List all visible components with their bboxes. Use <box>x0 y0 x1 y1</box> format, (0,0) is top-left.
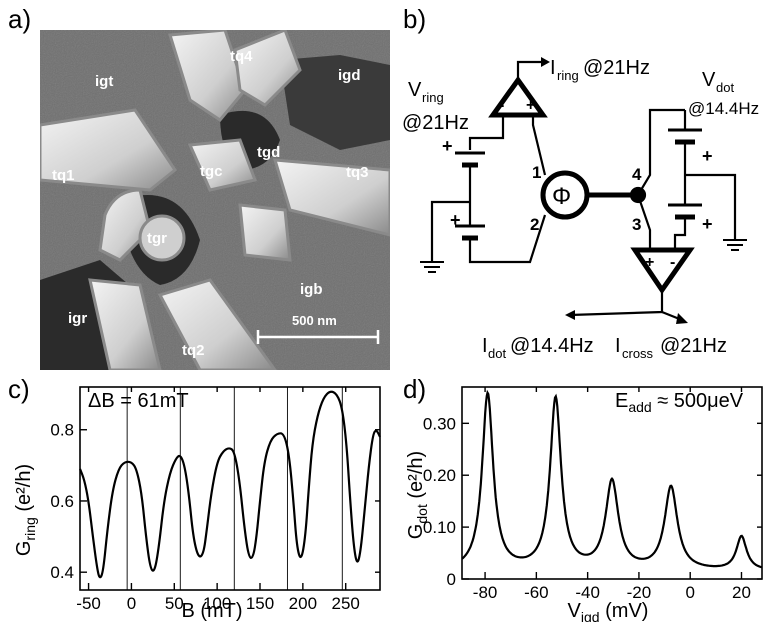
label-tq1: tq1 <box>52 167 75 184</box>
chart-c: -50 0 50 100 150 200 250 0.4 0.6 0.8 ΔB = 61mT B … <box>13 386 381 622</box>
label-tq3: tq3 <box>346 164 369 181</box>
ring-amp-minus: - <box>499 97 504 114</box>
chart-d-ytick-label: 0 <box>447 570 456 589</box>
i-cross-sub: cross <box>622 346 654 361</box>
i-dot-wire <box>569 290 664 317</box>
label-igb: igb <box>300 281 323 298</box>
chart-d-ylabel: Gdot (e²/h) <box>405 451 430 539</box>
chart-d-xtick-label: -60 <box>524 583 549 602</box>
dot-amp-minus: - <box>670 254 675 271</box>
label-igt: igt <box>95 73 113 90</box>
phi-label: Φ <box>552 183 571 210</box>
chart-d-xlabel: Vigd (mV) <box>568 600 649 622</box>
chart-d-plot-frame <box>461 386 763 580</box>
panel-label-a: a) <box>8 4 32 34</box>
panel-label-d: d) <box>403 374 427 404</box>
label-tq2: tq2 <box>182 342 205 359</box>
chart-c-xtick-label: 150 <box>246 594 274 613</box>
chart-c-xtick-label: 50 <box>165 594 184 613</box>
chart-c-series-line <box>78 390 381 579</box>
i-dot-freq: @14.4Hz <box>510 335 594 357</box>
chart-d-ytick-label: 0.30 <box>423 414 456 433</box>
chart-c-xtick-label: 100 <box>203 594 231 613</box>
i-dot-sub: dot <box>488 346 506 361</box>
dark-region-igd <box>280 55 390 150</box>
node-2: 2 <box>530 215 539 234</box>
battery-plus-3: + <box>702 146 713 166</box>
label-tgc: tgc <box>200 163 223 180</box>
gate-tgr <box>138 214 186 262</box>
v-dot-main: V <box>702 69 716 91</box>
chart-d-annotation: Eadd ≈ 500μeV <box>615 390 744 415</box>
i-cross-freq: @21Hz <box>660 335 727 357</box>
chart-d-xtick-label: 0 <box>685 583 694 602</box>
i-ring-main: I <box>550 57 556 79</box>
chart-d-ytick-label: 0.10 <box>423 518 456 537</box>
label-tgr: tgr <box>147 230 167 247</box>
panel-label-c: c) <box>8 374 30 404</box>
label-tq4: tq4 <box>230 48 253 65</box>
chart-d: -80 -60 -40 -20 0 20 0 0.10 0.20 0.30 Eadd ≈ 500μ… <box>405 386 763 622</box>
node-4: 4 <box>632 165 642 184</box>
chart-d-ytick-label: 0.20 <box>423 466 456 485</box>
scale-bar <box>256 330 380 344</box>
v-ring-freq: @21Hz <box>402 112 469 134</box>
gate-fingers <box>40 30 390 370</box>
chart-d-xtick-label: -40 <box>575 583 600 602</box>
chart-d-xtick-label: 20 <box>732 583 751 602</box>
i-cross-main: I <box>615 335 621 357</box>
chart-c-xtick-label: 250 <box>332 594 360 613</box>
ring-amplifier <box>488 75 548 118</box>
dot-amp-plus: + <box>645 254 654 271</box>
v-dot-freq: @14.4Hz <box>688 99 759 118</box>
chart-c-ytick-label: 0.4 <box>50 563 74 582</box>
i-ring-freq: @21Hz <box>583 57 650 79</box>
battery-plus-2: + <box>450 210 461 230</box>
node-1: 1 <box>532 163 541 182</box>
i-ring-sub: ring <box>557 68 579 83</box>
chart-c-xtick-label: 0 <box>127 594 136 613</box>
i-dot-main: I <box>482 335 488 357</box>
label-igr: igr <box>68 310 87 327</box>
chart-d-xtick-label: -20 <box>627 583 652 602</box>
chart-c-plot-frame <box>79 386 381 591</box>
battery-plus-4: + <box>702 214 713 234</box>
panel-label-b: b) <box>403 4 427 34</box>
i-ring-wire <box>516 60 545 80</box>
node-3: 3 <box>632 215 641 234</box>
chart-d-xtick-label: -80 <box>473 583 498 602</box>
chart-c-annotation: ΔB = 61mT <box>88 390 189 412</box>
chart-c-ylabel: Gring (e²/h) <box>13 464 38 556</box>
ring-amp-plus: + <box>526 97 535 114</box>
chart-d-series-line <box>461 389 763 569</box>
circuit-diagram: I ring @21Hz V ring @21Hz V dot @14.4Hz … <box>402 57 759 361</box>
label-igd: igd <box>338 67 361 84</box>
v-ring-sub: ring <box>422 90 444 105</box>
chart-c-ytick-label: 0.6 <box>50 492 74 511</box>
scale-bar-label: 500 nm <box>292 313 337 328</box>
chart-c-xtick-label: -50 <box>76 594 101 613</box>
battery-plus-1: + <box>442 136 453 156</box>
label-tgd: tgd <box>257 144 280 161</box>
chart-c-xtick-label: 200 <box>289 594 317 613</box>
dot-amplifier <box>630 247 695 295</box>
sem-micrograph: igt tq4 igd tgd tgc tq3 tq1 tgr igb igr … <box>40 30 390 370</box>
v-ring-main: V <box>408 79 422 101</box>
chart-c-xlabel: B (mT) <box>181 600 242 622</box>
v-dot-sub: dot <box>716 80 734 95</box>
chart-c-ytick-label: 0.8 <box>50 421 74 440</box>
